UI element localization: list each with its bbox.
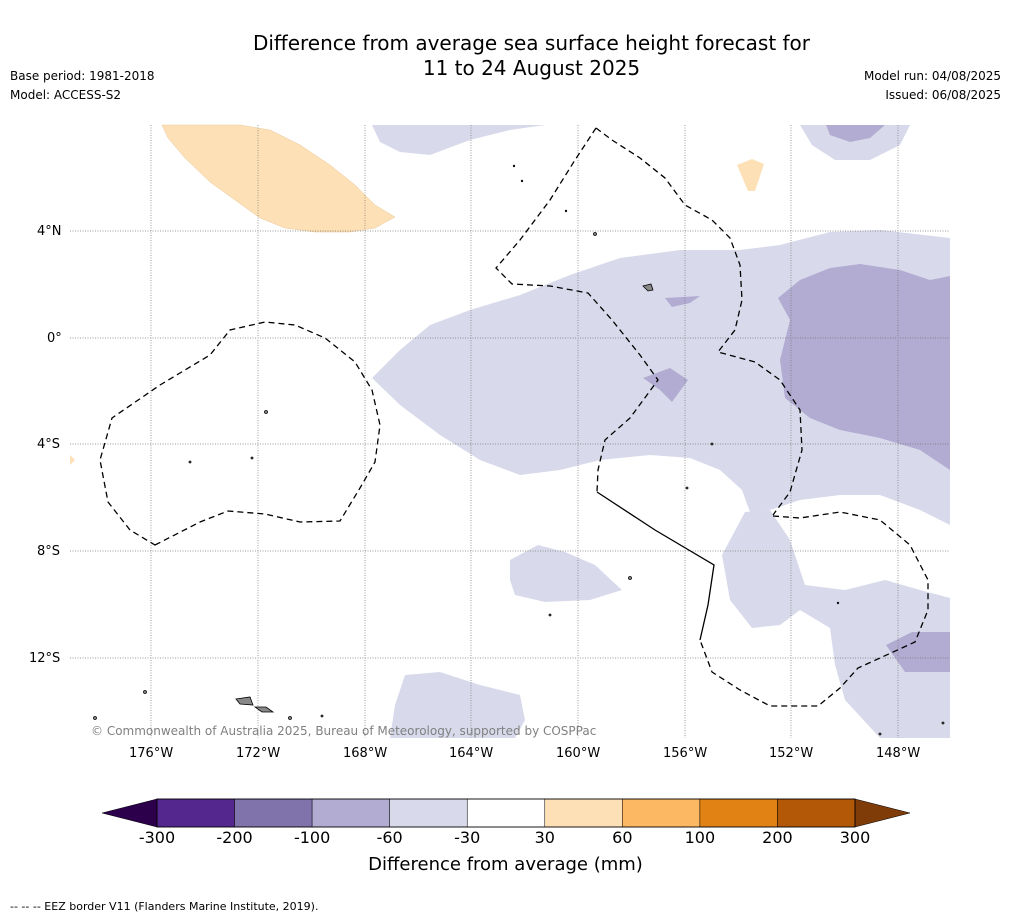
meta-left: Base period: 1981-2018 Model: ACCESS-S2	[10, 67, 155, 105]
island-samoa-1	[235, 696, 254, 706]
lat-label: 0°	[47, 331, 62, 346]
colorbar-bin	[156, 798, 235, 828]
eez-footnote: -- -- -- EEZ border V11 (Flanders Marine…	[10, 900, 319, 913]
eez-border-line-islands	[595, 127, 803, 516]
lon-label: 164°W	[449, 746, 494, 761]
eez-solid-border	[596, 491, 715, 641]
islands	[93, 164, 945, 736]
colorbar-tick-label: 100	[684, 828, 716, 847]
colorbar-bin	[777, 798, 856, 828]
colorbar-bin	[544, 798, 623, 828]
medium-anomaly-se	[886, 632, 950, 672]
colorbar-title: Difference from average (mm)	[368, 854, 643, 875]
island-samoa-2	[253, 706, 275, 713]
lon-label: 152°W	[769, 746, 814, 761]
colorbar-under	[101, 798, 158, 828]
colorbar-tick-label: 200	[762, 828, 793, 847]
positive-anomaly-edge	[70, 455, 75, 465]
lat-label: 12°S	[29, 651, 61, 666]
lon-label: 160°W	[556, 746, 601, 761]
negative-anomaly-sw	[510, 545, 622, 602]
title-line-2: 11 to 24 August 2025	[422, 56, 641, 80]
eez-border-line-islands-west	[495, 127, 659, 493]
lat-label: 8°S	[37, 544, 61, 559]
island-christmas	[642, 283, 654, 292]
colorbar-bin	[622, 798, 701, 828]
map-title: Difference from average sea surface heig…	[0, 31, 1011, 81]
anomaly-shading	[70, 124, 950, 738]
gridlines	[70, 125, 950, 738]
colorbar	[101, 798, 911, 828]
colorbar-bin	[234, 798, 313, 828]
positive-anomaly-small	[737, 159, 764, 191]
negative-anomaly-north	[372, 125, 545, 155]
medium-anomaly-ne	[826, 125, 885, 142]
lat-label: 4°S	[37, 437, 61, 452]
negative-anomaly-bottom	[390, 672, 525, 738]
positive-anomaly-region	[161, 124, 396, 233]
colorbar-over	[854, 798, 911, 828]
colorbar-tick-label: 300	[839, 828, 871, 847]
colorbar-bin	[389, 798, 468, 828]
eez-border-cook-islands	[699, 511, 929, 707]
lat-label: 4°N	[37, 224, 62, 239]
colorbar-tick-label: -300	[138, 828, 176, 847]
model-name: Model: ACCESS-S2	[10, 88, 122, 102]
negative-anomaly-ne	[800, 125, 910, 160]
colorbar-tick-label: -200	[216, 828, 253, 847]
medium-anomaly-small-1	[665, 296, 700, 307]
colorbar-bin	[311, 798, 390, 828]
medium-anomaly-small-2	[643, 368, 688, 402]
copyright-credit: © Commonwealth of Australia 2025, Bureau…	[91, 724, 597, 738]
lon-label: 172°W	[236, 746, 281, 761]
negative-anomaly-south	[722, 510, 950, 738]
colorbar-tick-label: -30	[454, 828, 481, 847]
colorbar-bin	[466, 798, 546, 828]
colorbar-tick-label: -100	[293, 828, 331, 847]
lon-label: 176°W	[129, 746, 174, 761]
eez-border-kiribati-west	[99, 321, 381, 546]
title-line-1: Difference from average sea surface heig…	[252, 31, 811, 55]
meta-right: Model run: 04/08/2025 Issued: 06/08/2025	[864, 67, 1001, 105]
colorbar-tick-label: 60	[612, 828, 633, 847]
colorbar-bin	[699, 798, 778, 828]
lon-label: 168°W	[343, 746, 388, 761]
eez-borders	[99, 127, 929, 707]
colorbar-tick-label: 30	[534, 828, 555, 847]
colorbar-tick-label: -60	[376, 828, 403, 847]
issued-date: Issued: 06/08/2025	[885, 88, 1001, 102]
base-period: Base period: 1981-2018	[10, 69, 155, 83]
lon-label: 148°W	[876, 746, 921, 761]
lon-label: 156°W	[663, 746, 708, 761]
medium-anomaly-east	[778, 264, 950, 470]
model-run: Model run: 04/08/2025	[863, 69, 1001, 83]
